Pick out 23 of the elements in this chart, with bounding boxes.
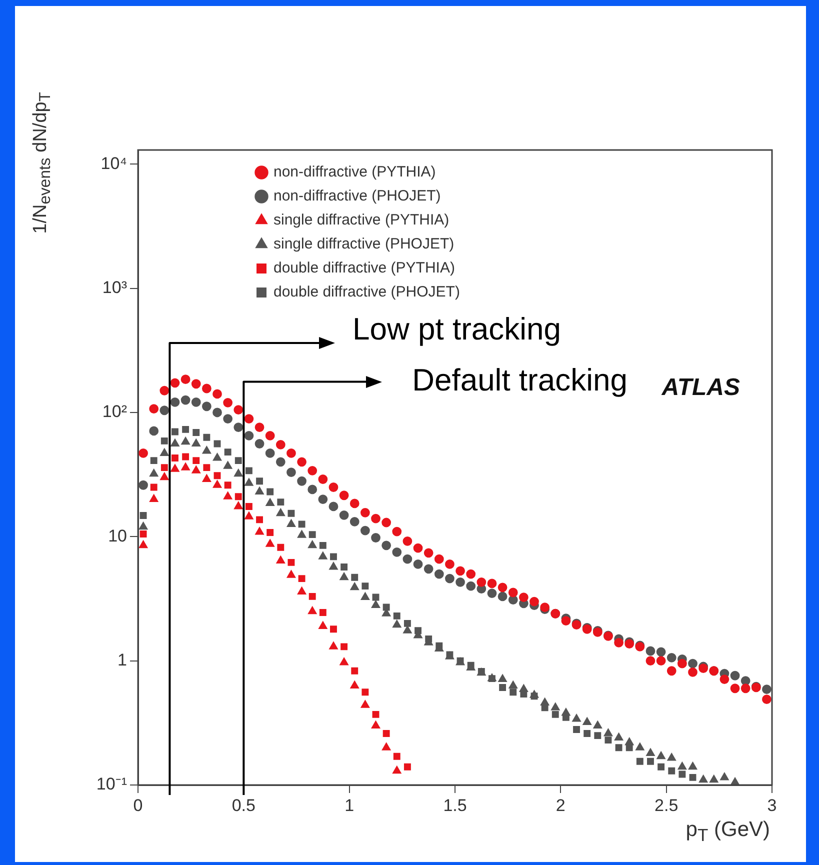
legend-label: double diffractive (PHOJET) — [274, 284, 460, 301]
x-tick-label: 0.5 — [232, 796, 256, 815]
y-tick-label: 10² — [102, 402, 128, 422]
y-tick-label: 10³ — [102, 278, 128, 298]
x-tick-label: 3 — [767, 796, 777, 815]
legend-label: double diffractive (PYTHIA) — [274, 260, 455, 277]
x-axis-title: p$_{T}$ (GeV) — [686, 818, 770, 846]
legend-label: non-diffractive (PHOJET) — [274, 188, 441, 205]
x-tick-label: 0 — [133, 796, 143, 815]
annotation: ATLAS — [660, 374, 740, 401]
ref-line-label: Low pt tracking — [352, 312, 562, 347]
x-tick-label: 2.5 — [654, 796, 678, 815]
legend-label: non-diffractive (PYTHIA) — [274, 164, 436, 181]
x-tick-label: 1 — [344, 796, 354, 815]
legend-label: single diffractive (PHOJET) — [274, 236, 454, 253]
y-tick-label: 1 — [118, 650, 127, 670]
y-tick-label: 10⁴ — [100, 154, 127, 173]
x-tick-label: 2 — [556, 796, 566, 815]
legend-label: single diffractive (PYTHIA) — [274, 212, 450, 229]
x-tick-label: 1.5 — [443, 796, 467, 815]
y-tick-label: 10⁻¹ — [96, 774, 128, 794]
ref-line-label: Default tracking — [412, 362, 628, 398]
y-tick-label: 10 — [108, 526, 127, 546]
